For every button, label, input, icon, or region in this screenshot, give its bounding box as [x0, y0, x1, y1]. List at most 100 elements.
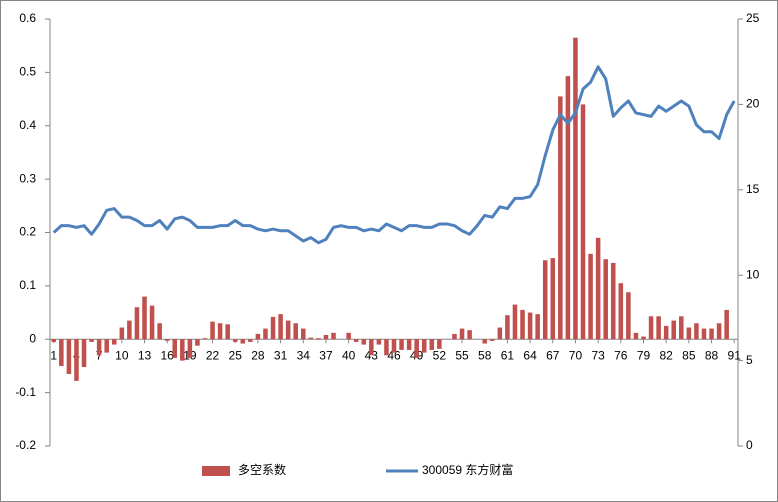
bar — [119, 327, 125, 340]
bar — [142, 296, 147, 340]
x-tick-label: 64 — [523, 348, 537, 362]
bar — [210, 321, 215, 340]
bar — [202, 338, 208, 340]
x-tick-label: 46 — [387, 348, 401, 362]
bar — [263, 328, 268, 340]
bar — [610, 262, 616, 340]
bar — [641, 336, 646, 340]
bar — [270, 316, 276, 340]
x-tick-label: 79 — [637, 348, 651, 362]
y-tick-label: 0.3 — [19, 171, 36, 185]
x-tick-label: 16 — [161, 348, 175, 362]
bar — [376, 339, 382, 345]
y-tick-label: 0.2 — [19, 225, 36, 239]
bar — [187, 339, 193, 358]
bar — [618, 283, 624, 340]
bar — [164, 339, 170, 341]
bar — [51, 339, 57, 342]
y-tick-label: -0.2 — [15, 438, 36, 452]
bar — [633, 332, 639, 340]
bar — [301, 328, 306, 340]
bar — [421, 339, 427, 353]
bar — [482, 339, 487, 344]
bar — [384, 339, 389, 356]
y-tick-label: 0.6 — [19, 11, 36, 25]
bar — [588, 253, 593, 340]
bar — [724, 309, 729, 340]
bar — [626, 292, 631, 340]
bar — [361, 339, 367, 345]
bar — [565, 76, 571, 340]
y-tick-label: 0.5 — [19, 65, 36, 79]
bar — [308, 337, 314, 340]
bar — [573, 37, 578, 340]
bar — [656, 316, 661, 340]
bar — [512, 304, 518, 340]
x-tick-label: 10 — [115, 348, 129, 362]
bar — [346, 332, 351, 340]
x-tick-label: 52 — [433, 348, 447, 362]
bar — [452, 333, 457, 340]
bar — [293, 323, 298, 340]
bar — [278, 314, 283, 340]
bar — [195, 339, 200, 346]
x-tick-label: 70 — [569, 348, 583, 362]
bar — [580, 104, 586, 340]
x-tick-label: 40 — [342, 348, 356, 362]
x-tick-label: 82 — [659, 348, 673, 362]
bar — [248, 339, 253, 342]
y-tick-label: -0.1 — [15, 385, 36, 399]
bar — [391, 339, 397, 353]
bar — [671, 320, 677, 340]
bar — [149, 305, 155, 340]
y-tick-label: 0.4 — [19, 118, 36, 132]
bar — [694, 323, 699, 340]
bar — [353, 339, 359, 342]
bar — [709, 328, 714, 340]
bar — [157, 323, 162, 340]
bar — [459, 328, 465, 340]
bar — [558, 96, 563, 340]
bar — [520, 309, 525, 340]
bar — [648, 316, 654, 340]
bar — [74, 339, 79, 381]
bar — [316, 338, 321, 340]
bar — [59, 339, 64, 366]
x-tick-label: 1 — [50, 348, 57, 362]
x-tick-label: 34 — [297, 348, 311, 362]
legend-label: 多空系数 — [238, 462, 286, 477]
bar — [603, 259, 608, 340]
bar — [663, 325, 669, 340]
x-tick-label: 88 — [705, 348, 719, 362]
bar — [240, 339, 246, 344]
bar — [686, 327, 692, 340]
bar — [180, 339, 185, 361]
x-tick-label: 67 — [546, 348, 560, 362]
y2-tick-label: 15 — [746, 182, 760, 196]
bar — [467, 330, 472, 340]
bar — [490, 339, 495, 341]
bar — [497, 327, 503, 340]
bar — [217, 323, 223, 340]
x-tick-label: 55 — [455, 348, 469, 362]
bar — [716, 323, 722, 340]
x-tick-label: 85 — [682, 348, 696, 362]
x-tick-label: 58 — [478, 348, 492, 362]
bar — [406, 339, 412, 350]
bar — [331, 332, 336, 340]
bar — [399, 339, 404, 350]
bar — [96, 339, 102, 356]
bar — [595, 237, 601, 340]
x-tick-label: 22 — [206, 348, 220, 362]
x-tick-label: 31 — [274, 348, 288, 362]
bar — [104, 339, 109, 353]
x-tick-label: 73 — [591, 348, 605, 362]
x-tick-label: 25 — [229, 348, 243, 362]
bar — [81, 339, 87, 368]
bar — [66, 339, 72, 374]
bar — [255, 333, 261, 340]
bar — [127, 320, 132, 340]
y2-tick-label: 5 — [746, 353, 753, 367]
x-tick-label: 13 — [138, 348, 152, 362]
